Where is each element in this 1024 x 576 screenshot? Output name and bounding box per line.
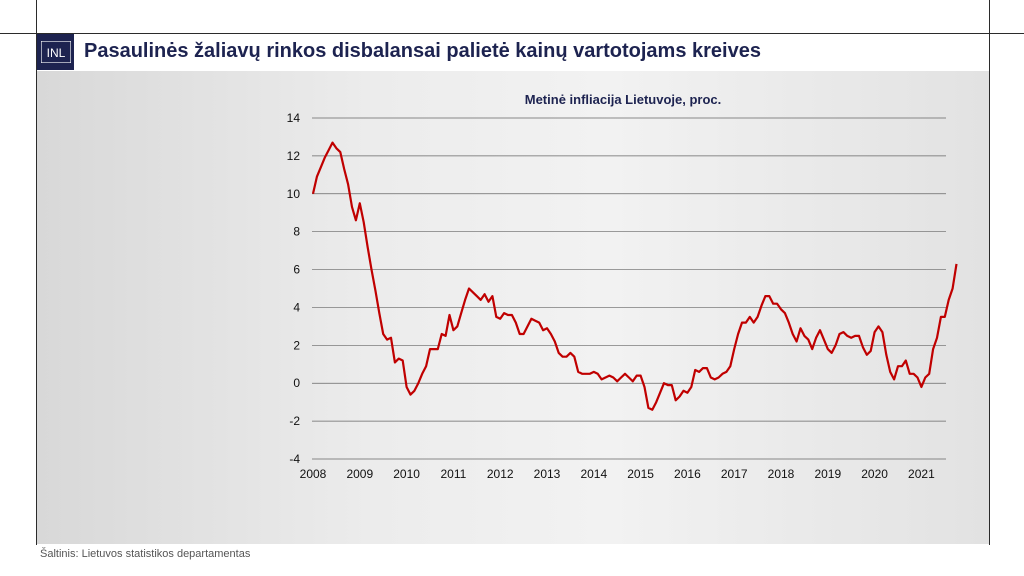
inl-logo: INL [37,34,74,70]
x-tick-label: 2014 [580,467,607,481]
x-tick-label: 2021 [908,467,935,481]
x-tick-label: 2020 [861,467,888,481]
x-tick-label: 2012 [487,467,514,481]
y-tick-label: 4 [293,300,300,314]
x-tick-label: 2010 [393,467,420,481]
source-note: Šaltinis: Lietuvos statistikos departame… [40,548,251,560]
y-tick-label: 0 [293,376,300,390]
top-frame-line [0,33,1024,34]
y-tick-label: -4 [289,452,300,466]
y-tick-label: 14 [287,111,301,125]
x-tick-label: 2011 [440,467,466,481]
y-tick-label: 6 [293,263,300,277]
x-tick-label: 2008 [300,467,327,481]
right-frame-line [989,0,990,545]
x-tick-label: 2018 [768,467,795,481]
x-tick-label: 2013 [534,467,561,481]
x-tick-label: 2019 [814,467,841,481]
left-frame-line [36,0,37,545]
y-tick-label: 2 [293,338,300,352]
y-tick-label: 10 [287,187,301,201]
chart-title: Metinė infliacija Lietuvoje, proc. [525,92,722,107]
series-line-inflation [311,141,958,411]
x-tick-label: 2015 [627,467,654,481]
y-tick-label: -2 [289,414,300,428]
page-title: Pasaulinės žaliavų rinkos disbalansai pa… [84,40,761,62]
inl-logo-icon: INL [40,41,71,63]
x-tick-label: 2016 [674,467,701,481]
y-tick-label: 8 [293,225,300,239]
x-tick-label: 2017 [721,467,748,481]
x-tick-label: 2009 [346,467,373,481]
logo-text: INL [46,46,65,60]
y-tick-label: 12 [287,149,301,163]
